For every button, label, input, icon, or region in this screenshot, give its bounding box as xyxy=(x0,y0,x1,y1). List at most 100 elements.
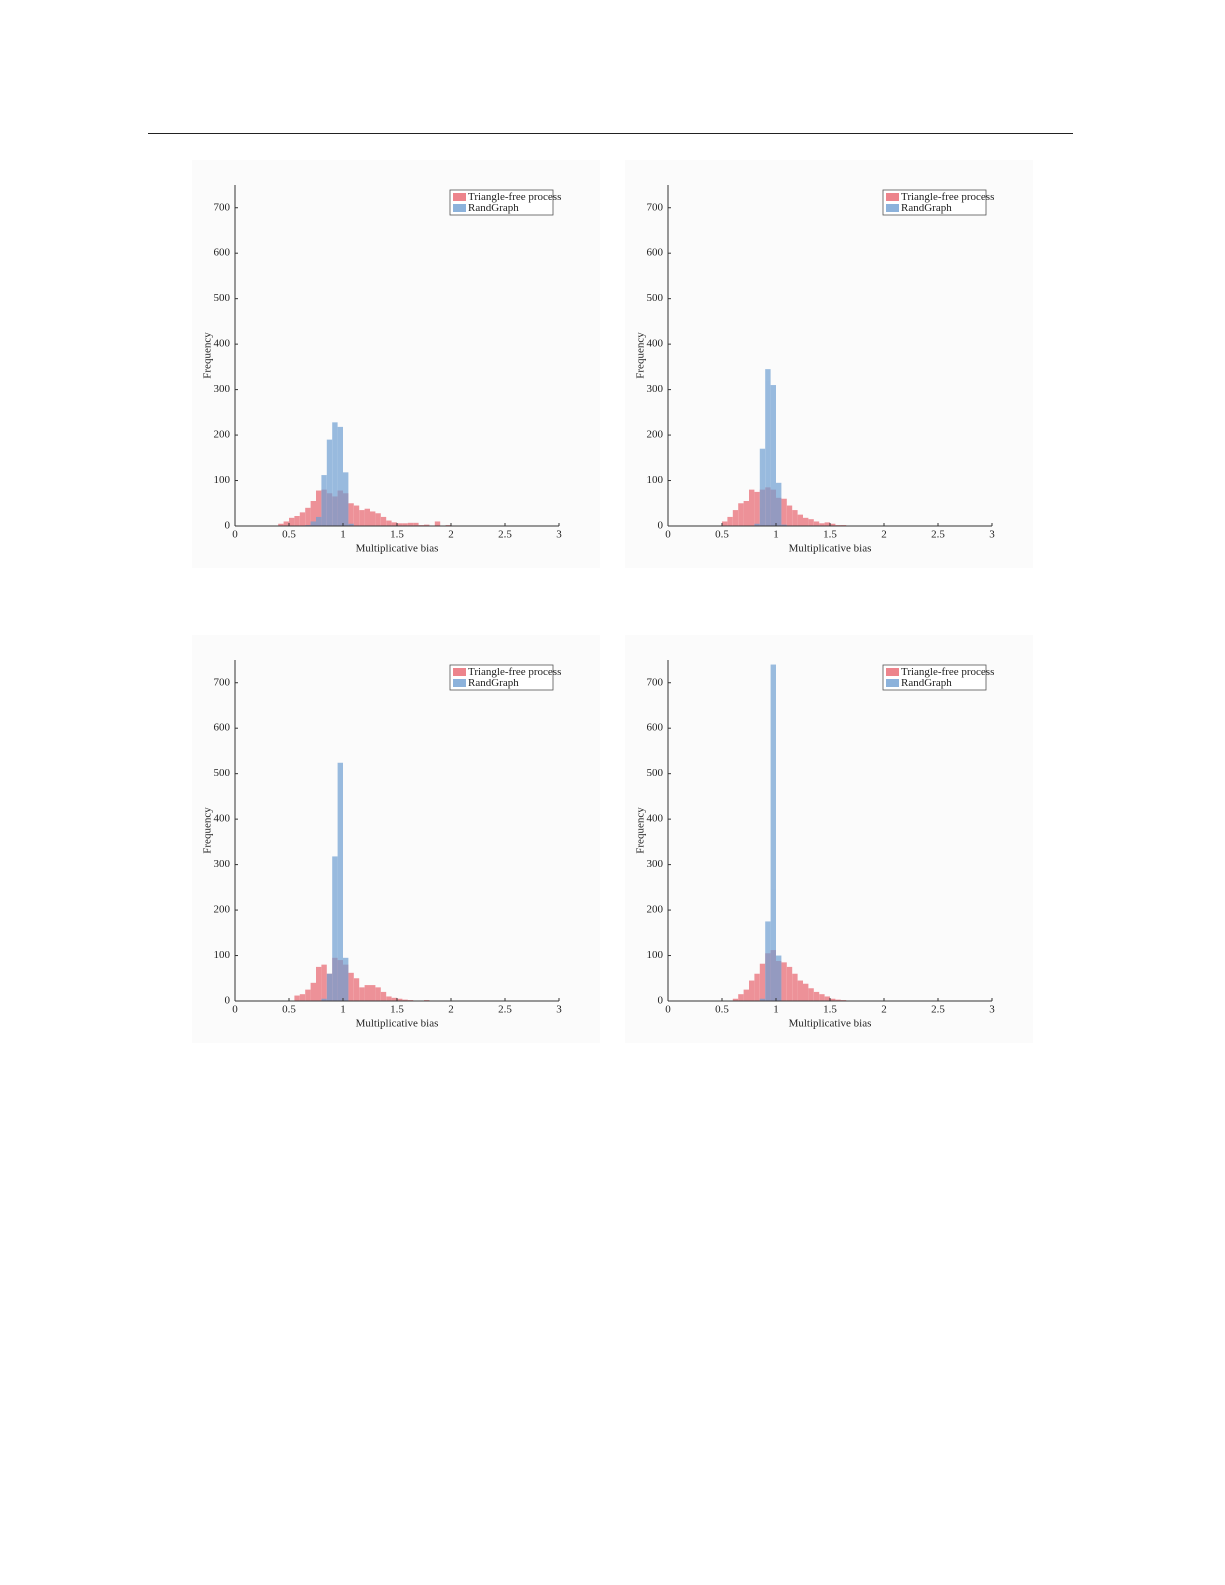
bar xyxy=(749,489,755,526)
y-tick-label: 600 xyxy=(214,247,231,259)
bar xyxy=(402,999,408,1001)
y-tick-label: 700 xyxy=(647,201,664,213)
bar xyxy=(813,991,820,1001)
bar xyxy=(413,522,419,526)
bar xyxy=(722,521,728,526)
bar xyxy=(759,448,766,526)
bar xyxy=(727,516,733,526)
series xyxy=(278,489,489,526)
bar xyxy=(326,973,333,1001)
x-tick-label: 1.5 xyxy=(823,529,837,541)
y-tick-label: 100 xyxy=(647,474,664,486)
legend-swatch xyxy=(453,679,466,687)
x-tick-label: 2.5 xyxy=(931,1004,945,1016)
bar xyxy=(765,921,771,1001)
bar xyxy=(738,503,744,526)
x-tick-label: 3 xyxy=(556,529,562,541)
bar xyxy=(813,521,820,526)
bar xyxy=(299,994,306,1001)
bar xyxy=(765,369,771,526)
x-tick-label: 3 xyxy=(989,1004,995,1016)
bar xyxy=(397,998,403,1001)
bar xyxy=(310,521,316,526)
bar xyxy=(294,995,300,1001)
legend-label: Triangle-free process xyxy=(901,666,994,678)
bar xyxy=(348,972,354,1001)
x-tick-label: 1.5 xyxy=(823,1004,837,1016)
bar xyxy=(343,957,349,1001)
y-tick-label: 500 xyxy=(214,292,231,304)
x-tick-label: 0 xyxy=(665,1004,671,1016)
x-tick-label: 3 xyxy=(556,1004,562,1016)
bar xyxy=(824,522,830,526)
bar xyxy=(391,522,397,526)
bar xyxy=(808,519,814,526)
y-tick-label: 500 xyxy=(647,292,664,304)
bar xyxy=(370,985,376,1001)
bar xyxy=(830,998,836,1001)
legend-box xyxy=(449,189,554,216)
x-axis-label: Multiplicative bias xyxy=(789,1018,872,1030)
x-tick-label: 1 xyxy=(340,1004,346,1016)
bar xyxy=(803,517,809,526)
series xyxy=(732,950,857,1001)
y-axis-label: Frequency xyxy=(202,332,214,379)
y-axis-label: Frequency xyxy=(202,807,214,854)
bar xyxy=(316,490,322,526)
bar xyxy=(776,955,782,1001)
x-tick-label: 2 xyxy=(881,1004,887,1016)
legend-box xyxy=(882,189,987,216)
bar xyxy=(353,505,360,526)
bar xyxy=(380,991,387,1001)
bar xyxy=(754,973,760,1001)
series xyxy=(759,664,782,1001)
legend-swatch xyxy=(453,204,466,212)
bar xyxy=(316,966,322,1001)
x-tick-label: 2.5 xyxy=(931,529,945,541)
x-tick-label: 2 xyxy=(448,1004,454,1016)
bar xyxy=(819,523,825,526)
bar xyxy=(770,664,776,1001)
legend-label: RandGraph xyxy=(901,202,952,214)
y-tick-label: 200 xyxy=(647,904,664,916)
y-tick-label: 400 xyxy=(647,813,664,825)
bar xyxy=(835,999,841,1001)
bar xyxy=(759,963,766,1001)
y-tick-label: 0 xyxy=(658,520,664,532)
bar xyxy=(732,998,739,1001)
x-axis-label: Multiplicative bias xyxy=(789,543,872,555)
bar xyxy=(824,996,830,1001)
x-tick-label: 1 xyxy=(773,529,779,541)
y-tick-label: 400 xyxy=(214,338,231,350)
bar xyxy=(337,426,343,526)
bar xyxy=(316,516,322,526)
y-tick-label: 0 xyxy=(225,995,231,1007)
bar xyxy=(776,482,782,526)
bar xyxy=(781,498,787,526)
legend-swatch xyxy=(886,679,899,687)
y-tick-label: 400 xyxy=(647,338,664,350)
bar xyxy=(797,514,803,526)
bar xyxy=(375,513,381,526)
bar xyxy=(278,523,284,526)
bar xyxy=(359,987,365,1001)
y-tick-label: 400 xyxy=(214,813,231,825)
bar xyxy=(754,491,760,526)
bar xyxy=(770,385,776,526)
bar xyxy=(353,978,360,1001)
bar xyxy=(391,997,397,1001)
bar xyxy=(759,998,766,1001)
bar xyxy=(348,523,354,526)
bar xyxy=(375,987,381,1001)
legend-swatch xyxy=(886,204,899,212)
legend-label: Triangle-free process xyxy=(901,191,994,203)
bar xyxy=(305,507,311,526)
x-tick-label: 1.5 xyxy=(390,529,404,541)
bar xyxy=(305,989,311,1001)
bar xyxy=(792,973,798,1001)
bar xyxy=(781,962,787,1001)
legend-label: RandGraph xyxy=(468,677,519,689)
bar xyxy=(397,523,403,526)
series xyxy=(754,369,787,526)
